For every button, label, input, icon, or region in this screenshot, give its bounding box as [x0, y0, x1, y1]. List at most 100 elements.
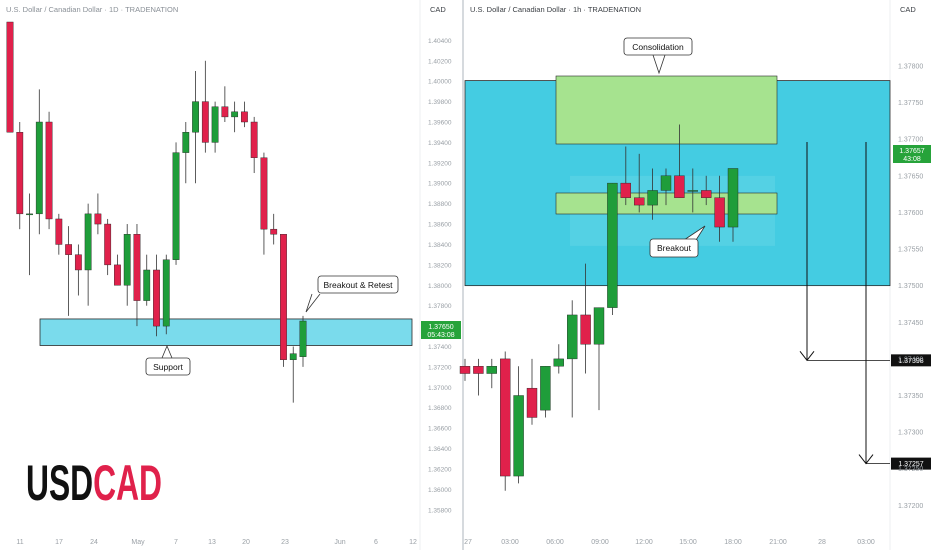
- right-price-tick: 1.37700: [898, 137, 923, 144]
- left-price-tick: 1.36600: [428, 426, 452, 433]
- left-candle: [182, 122, 190, 184]
- left-candle: [260, 152, 268, 255]
- left-candle: [114, 254, 121, 286]
- left-candle: [55, 213, 63, 255]
- left-price-tick: 1.38000: [428, 283, 452, 290]
- right-candle: [727, 168, 739, 242]
- right-current-price-tag: 1.37657 43:08: [893, 145, 931, 163]
- target-arrows: 1.37398 1.37257: [799, 142, 931, 470]
- left-time-tick: May: [131, 539, 145, 546]
- support-zone: [39, 318, 413, 346]
- right-candle: [526, 358, 538, 425]
- consolidation-callout: Consolidation: [623, 37, 693, 75]
- right-countdown: 43:08: [903, 156, 921, 163]
- breakout-callout: Breakout: [649, 225, 706, 258]
- right-candle: [500, 351, 511, 491]
- right-price-tick: 1.37450: [898, 320, 923, 327]
- target-arrow: 1.37257: [858, 142, 931, 470]
- left-current-price-tag: 1.37650 05:43:08: [421, 321, 461, 339]
- left-candle: [299, 315, 307, 367]
- left-candle: [280, 234, 287, 367]
- left-price-tick: 1.40200: [428, 58, 452, 65]
- left-time-tick: 24: [90, 539, 98, 546]
- left-candle: [133, 224, 141, 327]
- left-countdown: 05:43:08: [427, 332, 454, 339]
- left-price-tick: 1.36000: [428, 487, 452, 494]
- right-price-axis: 1.37800 1.37750 1.37700 1.37650 1.37600 1.375…: [898, 63, 923, 509]
- breakout-label: Breakout: [657, 243, 692, 253]
- left-candle: [289, 346, 297, 403]
- left-candle: [26, 193, 33, 276]
- target-price-label: 1.37257: [898, 461, 923, 468]
- right-candle: [687, 168, 698, 213]
- left-candle: [104, 218, 112, 276]
- right-candle: [701, 175, 712, 206]
- left-candle: [270, 213, 278, 245]
- right-time-tick: 28: [818, 539, 826, 546]
- right-time-tick: 21:00: [769, 539, 787, 546]
- target-arrow: 1.37398: [799, 142, 931, 367]
- right-price-tick: 1.37600: [898, 210, 923, 217]
- left-price-tick: 1.38400: [428, 242, 452, 249]
- right-candle: [714, 175, 725, 242]
- left-price-tick: 1.37200: [428, 364, 452, 371]
- left-candle: [94, 193, 102, 235]
- left-time-tick: Jun: [334, 539, 345, 546]
- consolidation-box-bottom: [555, 192, 778, 215]
- right-price-tick: 1.37200: [898, 503, 923, 510]
- right-candle: [634, 153, 645, 213]
- right-time-tick: 27: [464, 539, 472, 546]
- right-chart-panel[interactable]: U.S. Dollar / Canadian Dollar · 1h · TRA…: [459, 0, 931, 550]
- right-time-tick: 18:00: [724, 539, 742, 546]
- right-candle: [513, 366, 524, 484]
- left-candles-group: [6, 21, 307, 403]
- symbol-part-cad: CAD: [93, 455, 162, 511]
- left-candle: [143, 254, 151, 306]
- right-chart-title: U.S. Dollar / Canadian Dollar · 1h · TRA…: [470, 5, 641, 14]
- right-time-tick: 06:00: [546, 539, 564, 546]
- left-candle: [211, 101, 219, 153]
- left-time-tick: 23: [281, 539, 289, 546]
- right-candle: [660, 168, 672, 206]
- left-price-tick: 1.39400: [428, 140, 452, 147]
- right-time-tick: 12:00: [635, 539, 653, 546]
- right-time-tick: 03:00: [857, 539, 875, 546]
- left-price-tick: 1.40000: [428, 79, 452, 86]
- right-candle: [647, 168, 658, 220]
- left-candle: [84, 203, 92, 306]
- left-price-tick: 1.38200: [428, 262, 452, 269]
- right-currency-label: CAD: [900, 5, 916, 14]
- left-price-tick: 1.36200: [428, 466, 452, 473]
- right-price-tick: 1.37750: [898, 100, 923, 107]
- right-candle: [473, 358, 484, 396]
- left-candle: [172, 142, 180, 265]
- left-candle: [45, 111, 53, 230]
- left-candle: [6, 21, 14, 133]
- left-price-tick: 1.38600: [428, 222, 452, 229]
- left-candle: [123, 224, 131, 306]
- right-candle: [620, 146, 631, 206]
- right-candle: [553, 344, 564, 374]
- left-candle: [201, 60, 209, 153]
- breakout-retest-label: Breakout & Retest: [324, 280, 394, 290]
- left-price-tick: 1.38800: [428, 201, 452, 208]
- left-price-tick: 1.39000: [428, 181, 452, 188]
- symbol-part-usd: USD: [26, 455, 93, 511]
- right-time-tick: 09:00: [591, 539, 609, 546]
- left-time-axis: 11 17 24 May 7 13 20 23 Jun 6 12: [16, 539, 417, 546]
- left-price-tick: 1.40400: [428, 38, 452, 45]
- right-price-tick: 1.37500: [898, 283, 923, 290]
- consolidation-box-top: [555, 75, 778, 145]
- left-chart-panel[interactable]: U.S. Dollar / Canadian Dollar · 1D · TRA…: [0, 0, 462, 550]
- left-candle: [65, 226, 73, 316]
- breakout-retest-callout: Breakout & Retest: [305, 275, 399, 313]
- left-price-tick: 1.37400: [428, 344, 452, 351]
- right-price-tick: 1.37800: [898, 63, 923, 70]
- support-callout: Support: [145, 344, 191, 376]
- left-candle: [240, 101, 248, 128]
- right-price-tick: 1.37650: [898, 173, 923, 180]
- right-candle: [607, 182, 618, 315]
- left-currency-label: CAD: [430, 5, 446, 14]
- left-price-tick: 1.39600: [428, 120, 452, 127]
- left-candle: [250, 116, 258, 174]
